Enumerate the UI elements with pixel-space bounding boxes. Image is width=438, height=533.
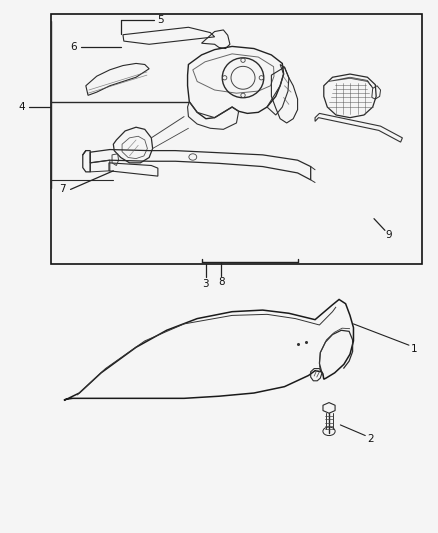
Text: 2: 2: [367, 434, 374, 445]
Text: 5: 5: [157, 15, 164, 26]
Text: 9: 9: [386, 230, 392, 240]
Bar: [51, 14, 422, 264]
Text: 7: 7: [60, 184, 66, 195]
Text: 1: 1: [411, 344, 418, 354]
Text: 8: 8: [218, 278, 225, 287]
Text: 4: 4: [18, 102, 25, 112]
Text: 3: 3: [203, 279, 209, 288]
Text: 6: 6: [71, 43, 77, 52]
